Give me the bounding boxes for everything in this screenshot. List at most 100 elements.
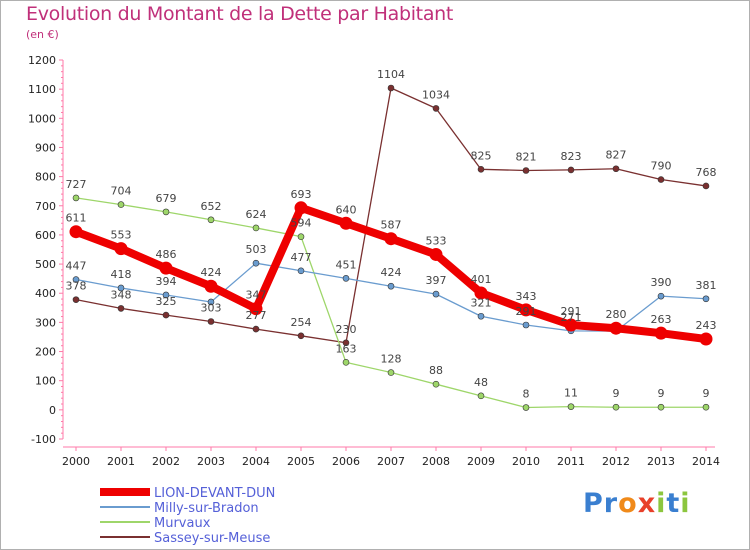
y-tick-label: 600 [35,229,56,242]
data-label: 486 [156,248,177,261]
data-point [477,312,485,320]
data-point [384,232,398,246]
x-tick-label: 2008 [422,455,450,468]
x-tick-label: 2007 [377,455,405,468]
legend-label: Milly-sur-Bradon [154,501,259,516]
data-point [162,208,170,216]
y-tick-label: 500 [35,258,56,271]
data-point [699,332,713,346]
legend-label: LION-DEVANT-DUN [154,486,275,501]
data-point [429,247,443,261]
data-label: 9 [613,387,620,400]
x-tick-label: 2000 [62,455,90,468]
x-tick-label: 2009 [467,455,495,468]
logo-letter: i [680,488,691,519]
chart-subtitle: (en €) [26,28,59,41]
data-label: 503 [246,243,267,256]
data-point [294,201,308,215]
data-label: 48 [474,376,488,389]
data-point [342,359,350,366]
data-label: 640 [336,203,357,216]
data-point [432,380,440,388]
logo-letter: o [618,488,638,519]
logo-letter: r [603,488,619,519]
x-tick-label: 2001 [107,455,135,468]
data-label: 533 [426,234,447,247]
data-point [72,296,80,303]
legend-label: Murvaux [154,516,211,531]
y-tick-label: -100 [31,433,56,446]
y-tick-label: 900 [35,141,56,154]
data-label: 243 [696,319,717,332]
x-tick-label: 2005 [287,455,315,468]
y-tick-label: 100 [35,375,56,388]
data-point [477,392,485,400]
data-label: 447 [66,260,87,273]
data-point [207,298,215,306]
data-point [117,284,125,292]
data-label: 679 [156,192,177,205]
data-point [249,302,263,316]
data-label: 11 [564,387,578,400]
data-point [522,167,530,174]
logo-letter: P [583,488,604,519]
x-tick-label: 2012 [602,455,630,468]
data-point [117,305,125,312]
data-label: 378 [66,280,87,293]
data-label: 230 [336,323,357,336]
x-tick-label: 2003 [197,455,225,468]
data-point [387,282,395,290]
data-label: 827 [606,149,627,162]
data-point [654,326,668,340]
data-point [342,275,350,282]
data-label: 553 [111,229,132,242]
data-label: 424 [201,266,222,279]
data-point [657,176,665,183]
data-label: 303 [201,302,222,315]
data-label: 727 [66,178,87,191]
y-tick-label: 200 [35,346,56,359]
data-point [657,403,665,411]
data-point [207,216,215,224]
data-point [252,325,260,333]
data-point [702,403,710,411]
x-tick-label: 2013 [647,455,675,468]
data-point [387,369,395,376]
data-label: 397 [426,274,447,287]
data-label: 343 [516,290,537,303]
data-label: 128 [381,353,402,366]
data-point [702,295,710,303]
data-label: 652 [201,200,222,213]
data-point [339,216,353,230]
y-tick-label: 300 [35,316,56,329]
data-labels: 611 553 486 424 347 693 640 587 533 401 343 291 280 2… [66,68,717,401]
data-label: 163 [336,342,357,355]
data-label: 277 [246,309,267,322]
proxiti-logo: Proxiti [583,488,691,519]
data-point [252,259,260,267]
data-point [387,84,395,92]
data-label: 347 [246,289,267,302]
data-label: 254 [291,316,312,329]
legend-label: Sassey-sur-Meuse [154,531,270,546]
data-label: 390 [651,276,672,289]
legend: LION-DEVANT-DUNMilly-sur-BradonMurvauxSa… [100,486,275,546]
data-point [342,339,350,347]
data-label: 424 [381,266,402,279]
data-label: 790 [651,160,672,173]
data-label: 611 [66,212,87,225]
y-tick-label: 1000 [28,112,56,125]
logo-letter: x [637,488,657,519]
data-label: 291 [516,305,537,318]
data-label: 451 [336,258,357,271]
data-point [657,292,665,300]
data-point [609,321,623,335]
data-label: 321 [471,296,492,309]
data-point [522,321,530,329]
data-label: 418 [111,268,132,281]
y-tick-label: 0 [49,404,56,417]
data-point [432,105,440,112]
data-point [519,303,533,317]
